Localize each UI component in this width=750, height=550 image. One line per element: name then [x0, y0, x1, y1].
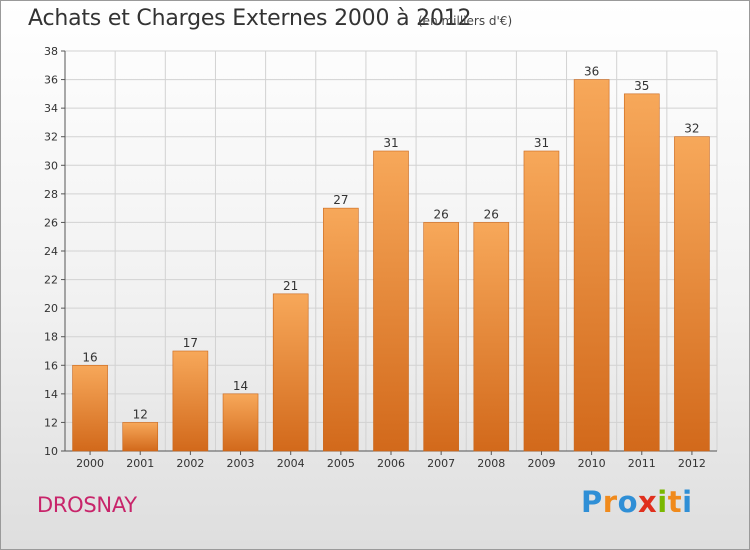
data-label-2011: 35: [634, 79, 649, 93]
logo-letter: x: [638, 485, 658, 519]
x-tick-label-2009: 2009: [527, 457, 555, 470]
x-tick-label-2007: 2007: [427, 457, 455, 470]
bar-2012: [674, 136, 710, 452]
x-tick-label-2006: 2006: [377, 457, 405, 470]
data-label-2008: 26: [484, 207, 499, 221]
bars: [72, 79, 710, 452]
x-tick-label-2010: 2010: [578, 457, 606, 470]
proxiti-logo: Proxiti: [581, 485, 693, 519]
data-label-2010: 36: [584, 65, 599, 79]
x-tick-label-2011: 2011: [628, 457, 656, 470]
y-tick-label: 24: [44, 245, 58, 258]
data-label-2003: 14: [233, 379, 248, 393]
x-tick-label-2008: 2008: [477, 457, 505, 470]
y-tick-label: 30: [44, 159, 58, 172]
logo-letter: o: [617, 485, 639, 519]
logo-letter: i: [657, 485, 668, 519]
y-tick-label: 28: [44, 188, 58, 201]
y-tick-label: 34: [44, 102, 58, 115]
bar-2007: [423, 222, 459, 452]
axes: 10 12 14 16 18 20 22 24 26 28 30 32 34 36 38: [44, 45, 717, 458]
x-tick-label-2005: 2005: [327, 457, 355, 470]
y-tick-label: 36: [44, 74, 58, 87]
bar-2003: [222, 393, 259, 452]
bar-2010: [573, 79, 610, 452]
bar-2004: [272, 293, 309, 452]
y-tick-label: 38: [44, 45, 58, 58]
data-label-2000: 16: [82, 350, 97, 364]
y-tick-label: 16: [44, 359, 58, 372]
logo-letter: P: [581, 485, 603, 519]
x-tick-label-2003: 2003: [227, 457, 255, 470]
data-label-2004: 21: [283, 279, 298, 293]
bar-2002: [172, 350, 209, 452]
data-label-2005: 27: [333, 193, 348, 207]
chart-subtitle: (en milliers d'€): [418, 14, 513, 28]
y-tick-label: 18: [44, 331, 58, 344]
data-label-2009: 31: [534, 136, 549, 150]
bar-2006: [373, 150, 409, 452]
logo-letter: i: [682, 485, 693, 519]
bar-2001: [122, 422, 159, 452]
data-label-2012: 32: [684, 122, 699, 136]
y-tick-label: 20: [44, 302, 58, 315]
bar-2008: [473, 222, 510, 452]
bar-2009: [523, 150, 560, 452]
chart-title: Achats et Charges Externes 2000 à 2012: [28, 6, 472, 31]
logo-letter: t: [667, 485, 683, 519]
x-tick-label-2002: 2002: [176, 457, 204, 470]
data-label-2007: 26: [434, 207, 449, 221]
x-tick-label-2012: 2012: [678, 457, 706, 470]
bar-2005: [323, 207, 359, 452]
y-tick-label: 10: [44, 445, 58, 458]
data-label-2002: 17: [183, 336, 198, 350]
place-name: DROSNAY: [37, 493, 137, 517]
x-tick-label-2001: 2001: [126, 457, 154, 470]
y-tick-label: 12: [44, 416, 58, 429]
y-tick-label: 32: [44, 131, 58, 144]
x-tick-label-2004: 2004: [277, 457, 305, 470]
y-tick-label: 14: [44, 388, 58, 401]
data-label-2006: 31: [383, 136, 398, 150]
y-tick-label: 26: [44, 216, 58, 229]
logo-letter: r: [602, 485, 618, 519]
labels: 16 2000 12 2001 17 2002 14 2003 21 2004 27 2005 31 20…: [76, 65, 706, 470]
data-label-2001: 12: [133, 407, 148, 421]
bar-2000: [72, 364, 108, 452]
y-tick-label: 22: [44, 274, 58, 287]
bar-2011: [623, 93, 660, 452]
x-tick-label-2000: 2000: [76, 457, 104, 470]
